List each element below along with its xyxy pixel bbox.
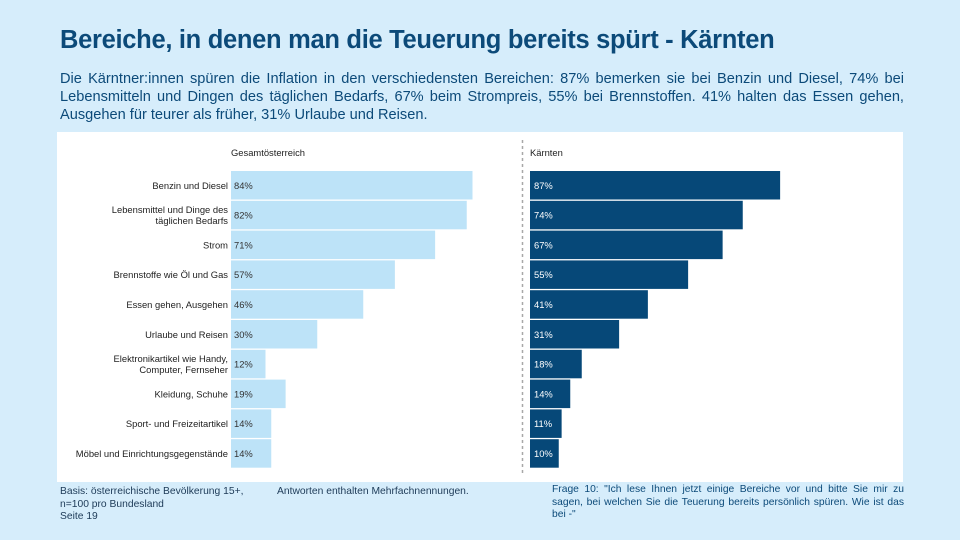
bar-kaernten [530,290,648,319]
bar-gesamtoesterreich [231,349,266,379]
page-subtitle: Die Kärntner:innen spüren die Inflation … [60,71,904,123]
bar-gesamtoesterreich [231,200,467,230]
data-label-gesamtoesterreich: 14% [234,418,253,429]
basis-line-1: Basis: österreichische Bevölkerung 15+, [60,486,244,497]
series-header-gesamt: Gesamtösterreich [231,147,305,158]
category-label-line2: täglichen Bedarfs [156,215,229,226]
bar-kaernten [530,439,559,468]
data-label-kaernten: 14% [534,388,553,399]
series-header-kaernten: Kärnten [530,147,563,158]
category-label: Strom [203,239,228,250]
data-label-kaernten: 11% [534,418,552,429]
data-label-gesamtoesterreich: 57% [234,269,253,280]
category-label: Brennstoffe wie Öl und Gas [114,269,229,280]
bar-gesamtoesterreich [231,439,272,468]
category-label: Sport- und Freizeitartikel [126,418,228,429]
data-label-kaernten: 55% [534,269,553,280]
data-label-kaernten: 31% [534,329,553,340]
bar-gesamtoesterreich [231,171,473,200]
bar-gesamtoesterreich [231,409,272,438]
category-label-line1: Lebensmittel und Dinge des [112,204,229,215]
bar-gesamtoesterreich [231,230,436,260]
category-label: Urlaube und Reisen [145,329,228,340]
data-label-kaernten: 41% [534,299,553,310]
bar-kaernten [530,230,723,260]
footer-basis: Basis: österreichische Bevölkerung 15+, … [60,486,260,524]
bar-kaernten [530,200,743,230]
bar-chart: Gesamtösterreich Kärnten Benzin und Diesel… [76,140,781,474]
data-label-kaernten: 74% [534,210,553,221]
bar-gesamtoesterreich [231,290,364,319]
multiple-answers-note: Antworten enthalten Mehrfachnennungen. [277,486,469,497]
data-label-gesamtoesterreich: 19% [234,388,253,399]
category-label: Möbel und Einrichtungsgegenstände [76,448,228,459]
category-label-line2: Computer, Fernseher [139,364,228,375]
data-label-gesamtoesterreich: 71% [234,239,253,250]
chart-panel: Gesamtösterreich Kärnten Benzin und Diesel… [57,132,903,482]
data-label-gesamtoesterreich: 12% [234,359,253,370]
bar-kaernten [530,409,562,438]
data-label-gesamtoesterreich: 30% [234,329,253,340]
basis-line-2: n=100 pro Bundesland [60,498,164,510]
bar-gesamtoesterreich [231,260,395,289]
page-number: Seite 19 [60,511,98,522]
data-label-gesamtoesterreich: 84% [234,180,253,191]
bar-gesamtoesterreich [231,320,318,349]
data-label-kaernten: 67% [534,239,553,250]
data-label-gesamtoesterreich: 82% [234,210,253,221]
category-label-line1: Elektronikartikel wie Handy, [114,353,228,364]
bar-kaernten [530,349,582,379]
bar-kaernten [530,260,689,289]
bar-kaernten [530,171,781,200]
data-label-gesamtoesterreich: 14% [234,448,253,459]
bar-gesamtoesterreich [231,379,286,409]
data-label-kaernten: 87% [534,180,553,191]
category-label: Kleidung, Schuhe [155,388,229,399]
bar-kaernten [530,320,620,349]
bar-kaernten [530,379,571,409]
category-label: Essen gehen, Ausgehen [126,299,228,310]
page-title: Bereiche, in denen man die Teuerung bere… [60,26,775,54]
data-label-gesamtoesterreich: 46% [234,299,253,310]
data-label-kaernten: 10% [534,448,553,459]
data-label-kaernten: 18% [534,359,553,370]
category-label: Benzin und Diesel [152,180,228,191]
question-text: Frage 10: "Ich lese Ihnen jetzt einige B… [552,484,904,520]
